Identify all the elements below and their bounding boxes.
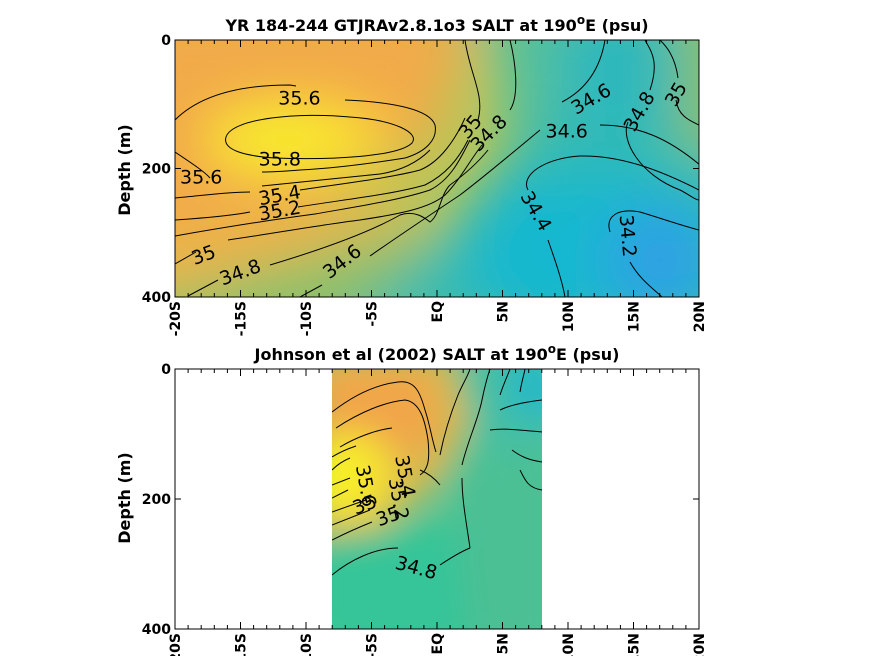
- x-tick-label: -10S: [299, 633, 315, 656]
- x-tick-label: 10N: [561, 301, 577, 332]
- x-tick-label: 15N: [627, 633, 643, 656]
- x-tick-label: 5N: [496, 301, 512, 322]
- x-tick-label: 20N: [692, 633, 708, 656]
- x-tick-label: -15S: [234, 633, 250, 656]
- x-tick-label: -5S: [365, 633, 381, 656]
- bottom-title: Johnson et al (2002) SALT at 190oE (psu): [254, 342, 620, 364]
- y-tick-label: 400: [142, 622, 171, 638]
- x-tick-label: -10S: [299, 301, 315, 336]
- x-tick-label: -20S: [168, 301, 184, 336]
- y-tick-label: 200: [142, 492, 171, 508]
- bottom-x-ticks: -20S -15S -10S -5S EQ 5N 10N 15N 20N: [168, 369, 708, 656]
- x-tick-label: -20S: [168, 633, 184, 656]
- bottom-salinity-field: [332, 369, 542, 629]
- y-tick-label: 400: [142, 290, 171, 306]
- bottom-y-axis-label: Depth (m): [115, 452, 134, 544]
- x-tick-label: 20N: [692, 301, 708, 332]
- top-x-ticks: -20S -15S -10S -5S EQ 5N 10N 15N 20N: [168, 40, 708, 336]
- contour-label: 35.6: [278, 88, 320, 110]
- top-y-axis-label: Depth (m): [115, 124, 134, 216]
- y-tick-label: 0: [161, 33, 171, 49]
- top-salinity-field: [175, 40, 699, 297]
- y-tick-label: 200: [142, 162, 171, 178]
- x-tick-label: -15S: [234, 301, 250, 336]
- x-tick-label: EQ: [430, 633, 446, 655]
- contour-label: 35.8: [259, 149, 301, 171]
- contour-label: 35.6: [180, 167, 222, 189]
- top-contours: [175, 40, 699, 297]
- top-y-ticks: 0 200 400: [142, 33, 699, 306]
- x-tick-label: 15N: [627, 301, 643, 332]
- x-tick-label: 5N: [496, 633, 512, 654]
- y-tick-label: 0: [161, 362, 171, 378]
- bottom-y-ticks: 0 200 400: [142, 362, 699, 638]
- bottom-contours: [332, 369, 542, 576]
- x-tick-label: EQ: [430, 301, 446, 323]
- top-panel: YR 184-244 GTJRAv2.8.1o3 SALT at 190oE (…: [115, 13, 708, 336]
- contour-label: 34.2: [615, 214, 641, 258]
- bottom-panel: Johnson et al (2002) SALT at 190oE (psu): [115, 342, 708, 656]
- top-title: YR 184-244 GTJRAv2.8.1o3 SALT at 190oE (…: [224, 13, 648, 35]
- contour-label: 34.6: [546, 120, 588, 142]
- x-tick-label: -5S: [365, 301, 381, 327]
- x-tick-label: 10N: [561, 633, 577, 656]
